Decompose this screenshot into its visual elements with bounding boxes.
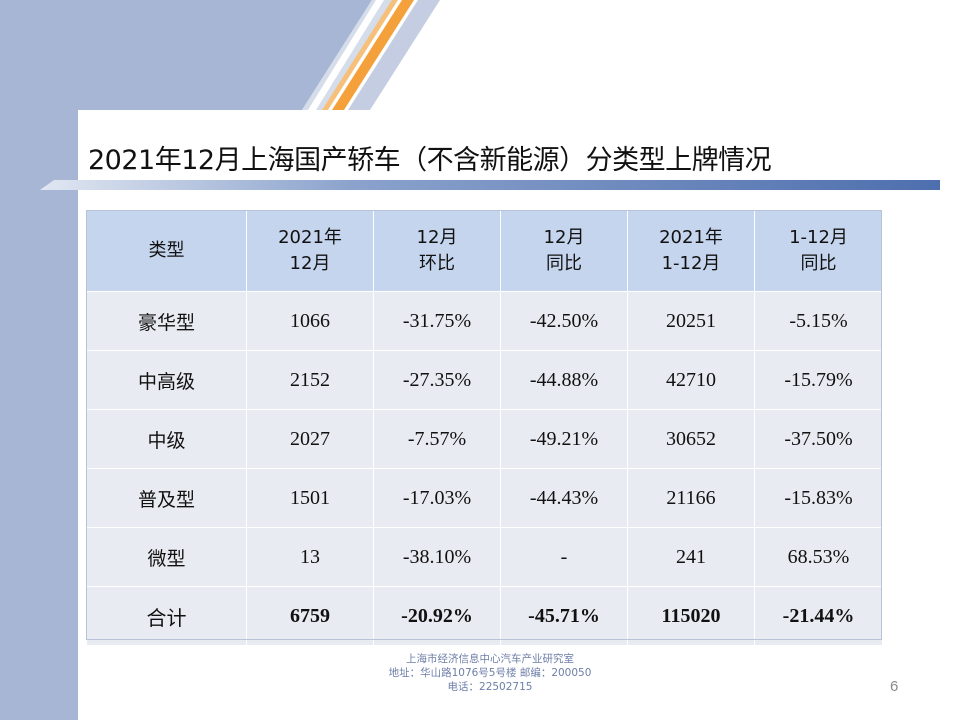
table-cell: 21166 xyxy=(627,468,755,528)
table-cell: -5.15% xyxy=(754,291,883,351)
table-cell: -42.50% xyxy=(500,291,628,351)
column-header-line: 环比 xyxy=(419,253,455,274)
table-cell: -38.10% xyxy=(373,527,501,587)
table-row: 中级 2027 -7.57% -49.21% 30652 -37.50% xyxy=(86,409,883,469)
row-label: 合计 xyxy=(86,586,247,646)
left-decorative-band xyxy=(0,0,78,720)
table-cell: 30652 xyxy=(627,409,755,469)
table-cell: 20251 xyxy=(627,291,755,351)
column-header: 类型 xyxy=(86,210,247,292)
table-cell: -7.57% xyxy=(373,409,501,469)
row-label: 中级 xyxy=(86,409,247,469)
title-underline-bar xyxy=(40,180,940,190)
table-cell: 42710 xyxy=(627,350,755,410)
footer-org: 上海市经济信息中心汽车产业研究室 xyxy=(406,653,574,665)
column-header: 2021年 12月 xyxy=(246,210,374,292)
table-cell: -44.43% xyxy=(500,468,628,528)
table-row: 豪华型 1066 -31.75% -42.50% 20251 -5.15% xyxy=(86,291,883,351)
page-title: 2021年12月上海国产轿车（不含新能源）分类型上牌情况 xyxy=(88,145,772,176)
table-cell: 1066 xyxy=(246,291,374,351)
table-cell: 2152 xyxy=(246,350,374,410)
table-cell: -37.50% xyxy=(754,409,883,469)
row-label: 普及型 xyxy=(86,468,247,528)
table-cell: 241 xyxy=(627,527,755,587)
table-header-row: 类型 2021年 12月 12月 环比 12月 同比 2021年 1-12月 1-12月 同比 xyxy=(86,210,883,292)
table-total-row: 合计 6759 -20.92% -45.71% 115020 -21.44% xyxy=(86,586,883,646)
table-cell: -31.75% xyxy=(373,291,501,351)
table-cell: -45.71% xyxy=(500,586,628,646)
row-label: 微型 xyxy=(86,527,247,587)
table-cell: -20.92% xyxy=(373,586,501,646)
table-cell: -27.35% xyxy=(373,350,501,410)
column-header-line: 1-12月 xyxy=(789,227,848,248)
page-number: 6 xyxy=(890,678,899,695)
column-header: 2021年 1-12月 xyxy=(627,210,755,292)
footer-phone: 电话：22502715 xyxy=(447,681,533,693)
column-header: 12月环比 xyxy=(373,210,501,292)
registration-table: 类型 2021年 12月 12月 环比 12月 同比 2021年 1-12月 1-12月 同比 豪华型… xyxy=(86,210,883,646)
footer-contact: 上海市经济信息中心汽车产业研究室 地址：华山路1076号5号楼 邮编：20005… xyxy=(360,652,620,694)
table-cell: 1501 xyxy=(246,468,374,528)
column-header-line: 2021年 xyxy=(659,227,723,248)
table-cell: -49.21% xyxy=(500,409,628,469)
column-header-line: 同比 xyxy=(800,253,837,274)
table-cell: 6759 xyxy=(246,586,374,646)
table-row: 中高级 2152 -27.35% -44.88% 42710 -15.79% xyxy=(86,350,883,410)
table-cell: - xyxy=(500,527,628,587)
row-label: 豪华型 xyxy=(86,291,247,351)
table-cell: 13 xyxy=(246,527,374,587)
column-header-line: 12月 xyxy=(416,227,458,248)
table-row: 普及型 1501 -17.03% -44.43% 21166 -15.83% xyxy=(86,468,883,528)
top-decorative-band xyxy=(0,0,960,110)
column-header-line: 12月 xyxy=(543,227,585,248)
table-row: 微型 13 -38.10% -241 68.53% xyxy=(86,527,883,587)
table-cell: -15.79% xyxy=(754,350,883,410)
column-header: 1-12月同比 xyxy=(754,210,883,292)
column-header-line: 同比 xyxy=(546,253,582,274)
table-cell: -21.44% xyxy=(754,586,883,646)
column-header-line: 1-12月 xyxy=(661,253,721,274)
table-cell: -44.88% xyxy=(500,350,628,410)
table-cell: -15.83% xyxy=(754,468,883,528)
table-cell: -17.03% xyxy=(373,468,501,528)
column-header-line: 类型 xyxy=(148,240,185,261)
column-header: 12月同比 xyxy=(500,210,628,292)
footer-address: 地址：华山路1076号5号楼 邮编：200050 xyxy=(388,667,592,679)
column-header-line: 12月 xyxy=(289,253,331,274)
table-cell: 2027 xyxy=(246,409,374,469)
table-cell: 68.53% xyxy=(754,527,883,587)
table-cell: 115020 xyxy=(627,586,755,646)
row-label: 中高级 xyxy=(86,350,247,410)
column-header-line: 2021年 xyxy=(278,227,342,248)
